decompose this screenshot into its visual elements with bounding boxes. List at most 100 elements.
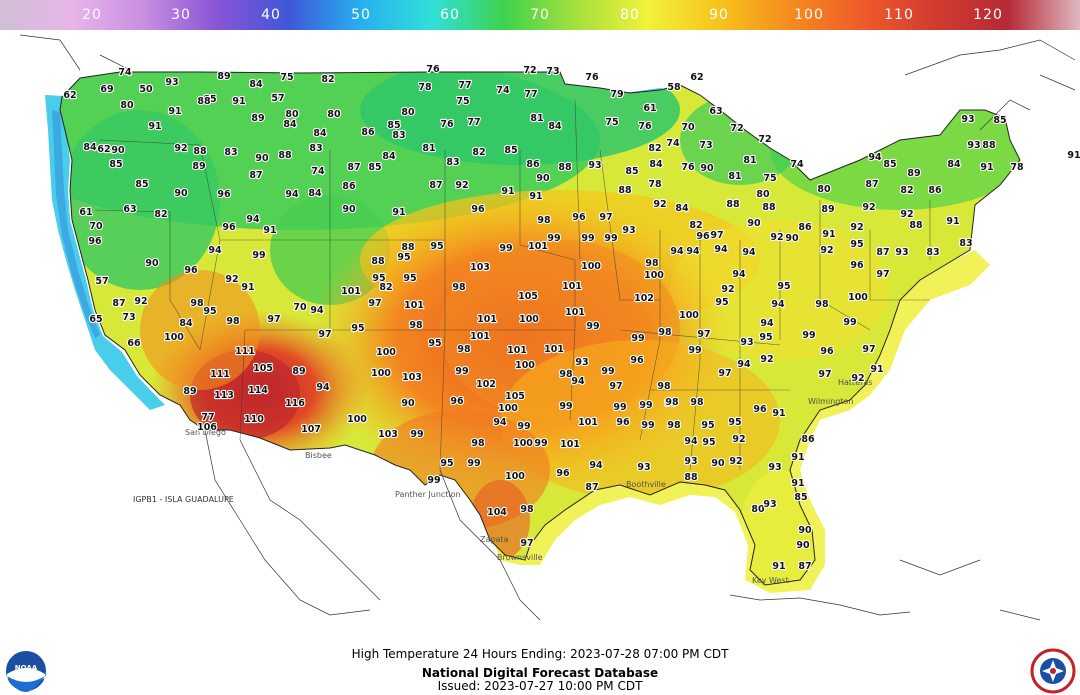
temperature-value: 95 (403, 273, 416, 284)
temperature-value: 101 (562, 281, 582, 292)
temperature-value: 70 (681, 122, 695, 133)
temperature-value: 98 (471, 438, 485, 449)
temperature-value: 101 (528, 241, 548, 252)
temperature-value: 94 (310, 305, 324, 316)
svg-text:Panther Junction: Panther Junction (395, 490, 461, 499)
temperature-value: 97 (609, 381, 622, 392)
temperature-value: 82 (321, 74, 334, 85)
temperature-value: 99 (427, 475, 440, 486)
temperature-value: 91 (772, 408, 785, 419)
temperature-value: 82 (472, 147, 485, 158)
scale-label-90: 90 (709, 7, 729, 23)
temperature-value: 100 (581, 261, 601, 272)
temperature-value: 98 (520, 504, 534, 515)
temperature-map: San Diego Bisbee Panther Junction Browns… (19, 34, 1080, 621)
temperature-value: 88 (684, 472, 698, 483)
temperature-value: 100 (513, 438, 533, 449)
nws-logo-icon (1030, 648, 1076, 694)
temperature-value: 92 (134, 296, 147, 307)
temperature-value: 100 (515, 360, 535, 371)
temperature-value: 99 (586, 321, 599, 332)
temperature-value: 99 (688, 345, 701, 356)
svg-text:Key West: Key West (752, 576, 789, 585)
temperature-value: 75 (763, 173, 776, 184)
temperature-value: 97 (267, 314, 280, 325)
temperature-value: 99 (604, 233, 617, 244)
temperature-value: 85 (203, 94, 216, 105)
temperature-value: 98 (559, 369, 573, 380)
temperature-value: 76 (426, 64, 440, 75)
product-title: National Digital Forecast Database (421, 666, 659, 680)
temperature-value: 76 (585, 72, 599, 83)
svg-text:Brownsville: Brownsville (497, 553, 543, 562)
temperature-value: 85 (794, 492, 807, 503)
temperature-value: 92 (225, 274, 238, 285)
temperature-value: 84 (649, 159, 663, 170)
temperature-value: 99 (252, 250, 265, 261)
temperature-value: 113 (214, 390, 234, 401)
temperature-value: 73 (699, 140, 712, 151)
temperature-value: 87 (249, 170, 262, 181)
temperature-value: 100 (498, 403, 518, 414)
temperature-value: 91 (501, 186, 514, 197)
temperature-value: 80 (817, 184, 831, 195)
temperature-value: 94 (285, 189, 299, 200)
temperature-value: 99 (455, 366, 468, 377)
svg-text:San Diego: San Diego (185, 428, 226, 437)
temperature-value: 86 (928, 185, 942, 196)
temperature-value: 73 (122, 312, 135, 323)
temperature-value: 88 (371, 256, 385, 267)
temperature-value: 95 (702, 437, 715, 448)
temperature-value: 107 (301, 424, 321, 435)
temperature-value: 80 (327, 109, 341, 120)
temperature-value: 76 (440, 119, 454, 130)
temperature-value: 96 (820, 346, 834, 357)
scale-label-100: 100 (794, 7, 824, 23)
temperature-value: 88 (982, 140, 996, 151)
temperature-value: 96 (696, 231, 710, 242)
temperature-value: 65 (89, 314, 102, 325)
temperature-value: 61 (79, 207, 92, 218)
temperature-value: 74 (118, 67, 132, 78)
temperature-value: 95 (351, 323, 364, 334)
temperature-value: 63 (123, 204, 136, 215)
temperature-value: 81 (422, 143, 435, 154)
temperature-value: 102 (476, 379, 496, 390)
temperature-value: 95 (428, 338, 441, 349)
temperature-value: 95 (430, 241, 443, 252)
temperature-value: 77 (458, 80, 471, 91)
temperature-value: 61 (643, 103, 656, 114)
temperature-value: 80 (401, 107, 415, 118)
temperature-color-scale: 20 30 40 50 60 70 80 90 100 110 120 (0, 0, 1080, 30)
temperature-value: 101 (507, 345, 527, 356)
temperature-value: 101 (544, 344, 564, 355)
temperature-value: 85 (368, 162, 381, 173)
scale-label-50: 50 (351, 7, 371, 23)
temperature-value: 101 (560, 439, 580, 450)
scale-label-30: 30 (171, 7, 191, 23)
temperature-value: 93 (165, 77, 178, 88)
temperature-value: 86 (342, 181, 356, 192)
temperature-value: 92 (732, 434, 745, 445)
temperature-value: 82 (154, 209, 167, 220)
temperature-value: 91 (980, 162, 993, 173)
temperature-value: 92 (770, 232, 783, 243)
temperature-value: 95 (715, 297, 728, 308)
temperature-value: 90 (255, 153, 269, 164)
temperature-value: 114 (248, 385, 268, 396)
temperature-value: 94 (742, 247, 756, 258)
temperature-value: 82 (648, 143, 661, 154)
temperature-value: 99 (631, 333, 644, 344)
temperature-value: 95 (701, 420, 714, 431)
temperature-value: 99 (517, 421, 530, 432)
neighbor-coastlines (19, 34, 1076, 621)
temperature-value: 90 (145, 258, 159, 269)
temperature-value: 94 (732, 269, 746, 280)
temperature-value: 95 (759, 332, 772, 343)
temperature-value: 94 (670, 246, 684, 257)
temperature-value: 85 (504, 145, 517, 156)
temperature-value: 74 (496, 85, 510, 96)
temperature-value: 97 (862, 344, 875, 355)
temperature-value: 96 (471, 204, 485, 215)
city-labels: San Diego Bisbee Panther Junction Browns… (185, 378, 872, 585)
